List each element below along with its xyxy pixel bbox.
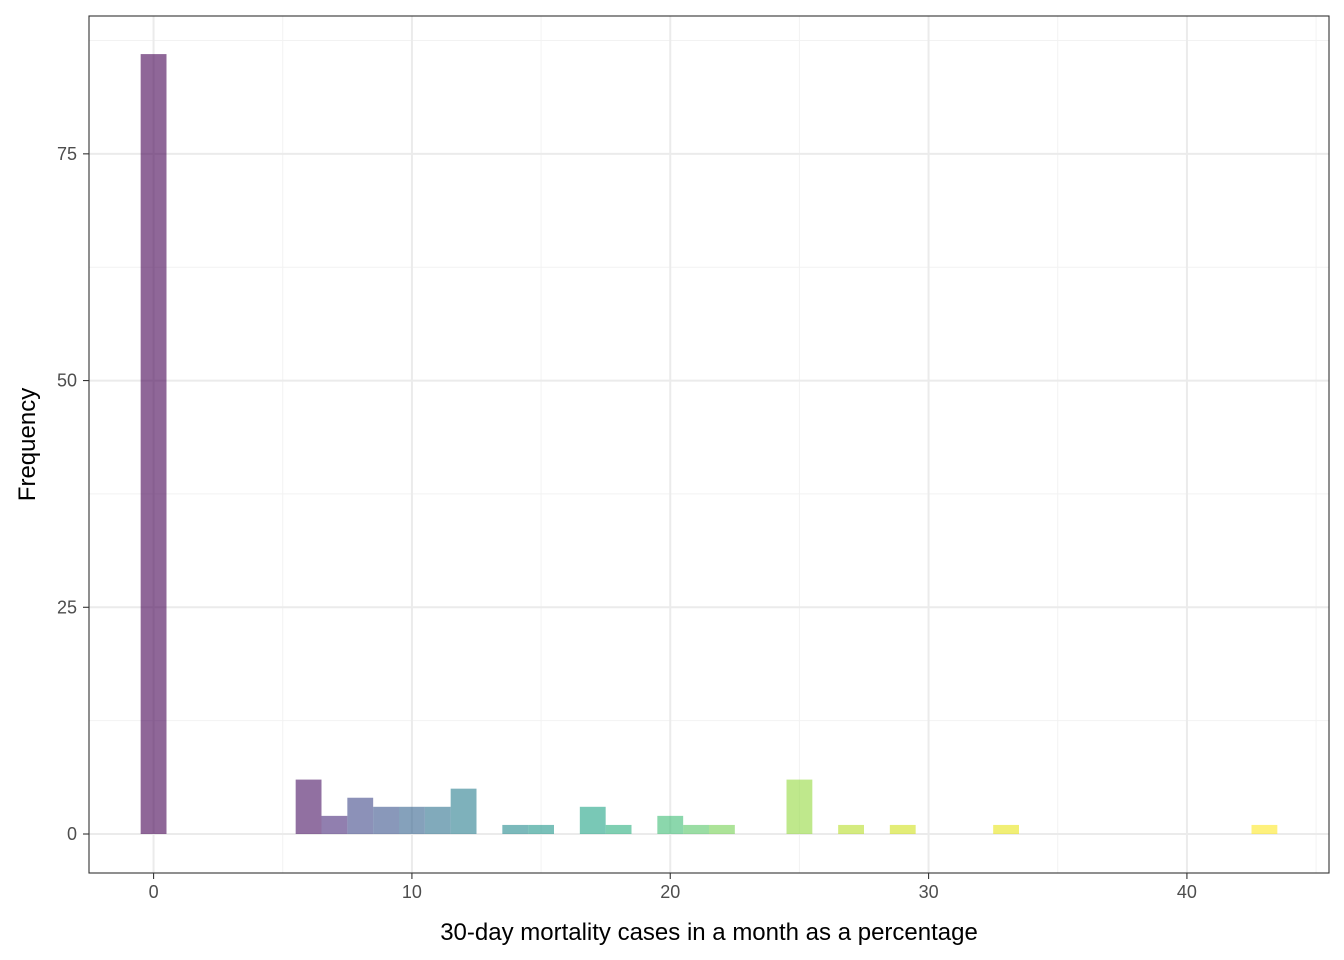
x-tick-label: 10: [402, 882, 422, 902]
histogram-bar: [1251, 824, 1278, 835]
histogram-bar: [140, 54, 167, 835]
histogram-bar: [295, 779, 322, 835]
histogram-bar: [579, 806, 606, 835]
histogram-bar: [709, 824, 735, 835]
histogram-bar: [889, 824, 916, 835]
histogram-bar: [528, 824, 554, 835]
histogram-bar: [399, 806, 425, 835]
histogram-bar: [347, 797, 374, 835]
histogram-bars: [140, 54, 1278, 835]
y-tick-label: 0: [67, 824, 77, 844]
histogram-bar: [502, 824, 529, 835]
y-axis-title: Frequency: [14, 388, 41, 501]
histogram-bar: [786, 779, 813, 835]
histogram-bar: [321, 815, 348, 835]
histogram-bar: [838, 824, 864, 835]
y-tick-label: 50: [57, 371, 77, 391]
panel-border: [88, 15, 1330, 874]
histogram-bar: [373, 806, 399, 835]
histogram-bar: [605, 824, 632, 835]
x-tick-label: 0: [149, 882, 159, 902]
x-tick-label: 40: [1177, 882, 1197, 902]
x-axis-title: 30-day mortality cases in a month as a p…: [440, 919, 978, 946]
histogram-bar: [993, 824, 1019, 835]
x-tick-label: 30: [919, 882, 939, 902]
histogram-bar: [683, 824, 709, 835]
histogram-bar: [424, 806, 451, 835]
y-tick-label: 25: [57, 597, 77, 617]
x-tick-label: 20: [660, 882, 680, 902]
y-tick-label: 75: [57, 144, 77, 164]
histogram-bar: [450, 788, 477, 835]
axis-ticks: 0 10 20 30 40 0 25 50 75: [57, 144, 1197, 902]
histogram-bar: [657, 815, 684, 835]
